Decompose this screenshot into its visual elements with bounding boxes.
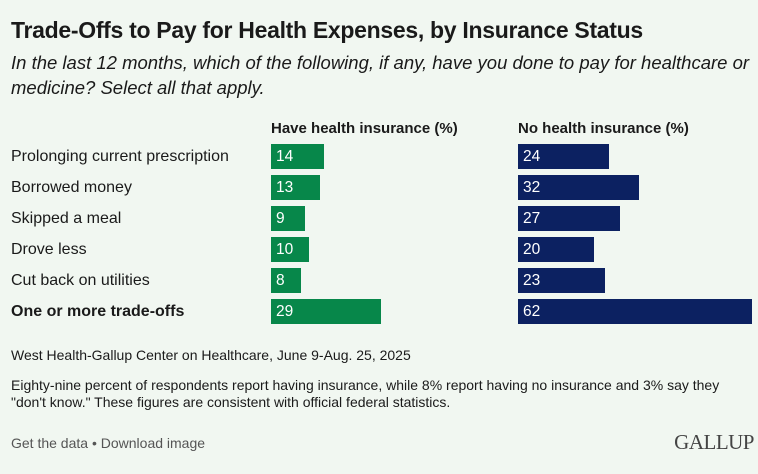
- data-label: 29: [276, 303, 294, 320]
- get-data-link[interactable]: Get the data: [11, 435, 89, 451]
- data-label: 14: [276, 148, 294, 165]
- bar-insured: 8: [271, 268, 302, 293]
- chart-subtitle: In the last 12 months, which of the foll…: [11, 52, 750, 98]
- bar-uninsured: 23: [518, 268, 605, 293]
- data-label: 62: [523, 303, 541, 320]
- data-label: 10: [276, 241, 294, 258]
- source-text: West Health-Gallup Center on Healthcare,…: [11, 347, 411, 363]
- category-label: Skipped a meal: [11, 210, 122, 227]
- separator: •: [88, 435, 101, 451]
- category-label: Drove less: [11, 241, 87, 258]
- category-label: Cut back on utilities: [11, 272, 150, 289]
- chart-title: Trade-Offs to Pay for Health Expenses, b…: [11, 17, 643, 43]
- category-label: Prolonging current prescription: [11, 148, 229, 165]
- bar-insured: 9: [271, 206, 306, 231]
- bar-uninsured: 32: [518, 175, 639, 200]
- data-label: 32: [523, 179, 541, 196]
- bar-insured: 10: [271, 237, 309, 262]
- bar-uninsured: 24: [518, 144, 609, 169]
- bar-insured: 14: [271, 144, 324, 169]
- series-header-uninsured: No health insurance (%): [518, 120, 689, 137]
- data-label: 13: [276, 179, 294, 196]
- data-label: 24: [523, 148, 541, 165]
- data-label: 20: [523, 241, 541, 258]
- category-label: Borrowed money: [11, 179, 132, 196]
- bar-insured: 29: [271, 299, 381, 324]
- data-label: 8: [276, 272, 285, 289]
- data-label: 9: [276, 210, 285, 227]
- data-label: 23: [523, 272, 541, 289]
- download-image-link[interactable]: Download image: [100, 435, 206, 451]
- bar-insured: 13: [271, 175, 321, 200]
- note-text: Eighty-nine percent of respondents repor…: [11, 377, 720, 410]
- bar-uninsured: 27: [518, 206, 621, 231]
- bar-uninsured: 20: [518, 237, 594, 262]
- category-label: One or more trade-offs: [11, 303, 185, 320]
- data-label: 27: [523, 210, 541, 227]
- gallup-logo: GALLUP: [674, 430, 754, 454]
- bar-uninsured: 62: [518, 299, 753, 324]
- footer-links: Get the data • Download image: [11, 435, 205, 451]
- series-header-insured: Have health insurance (%): [271, 120, 458, 137]
